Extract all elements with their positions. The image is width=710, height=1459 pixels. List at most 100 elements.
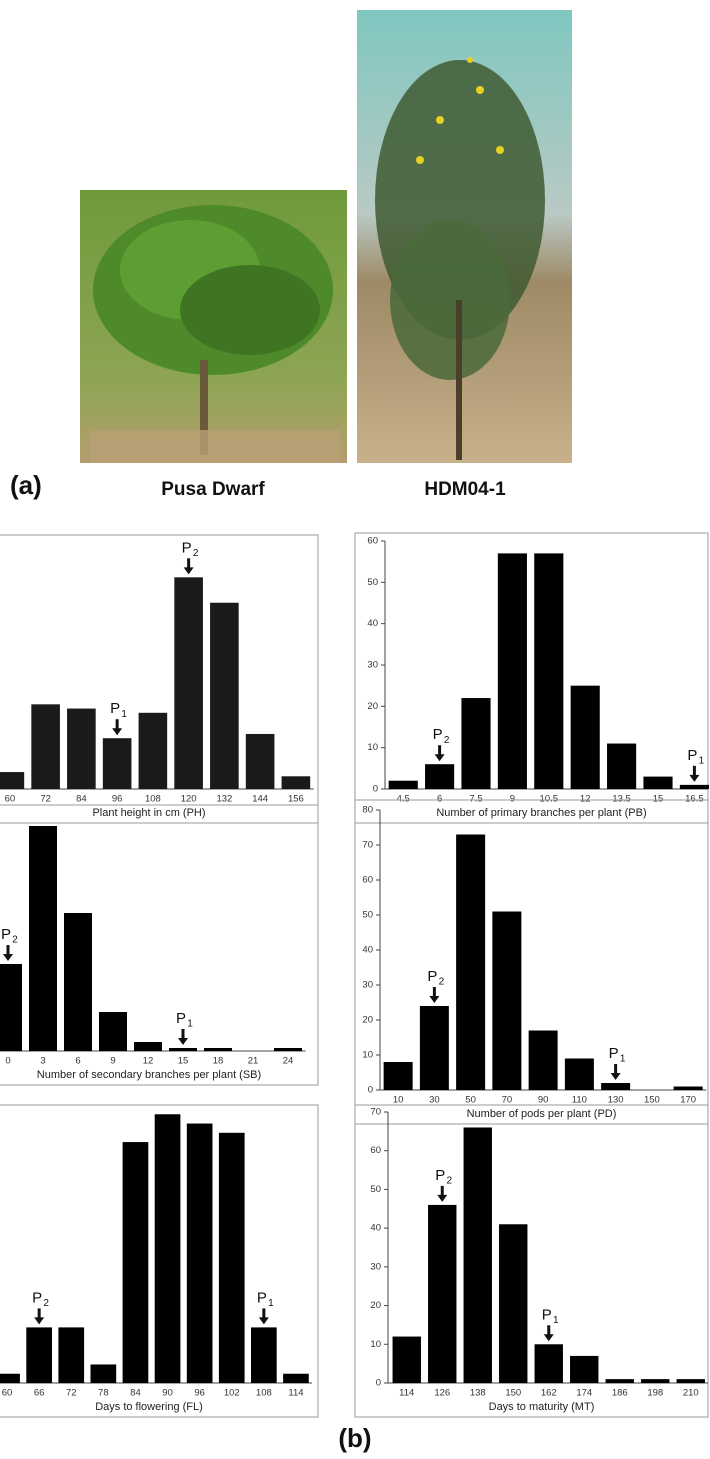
x-tick-label: 102 [224,1388,240,1399]
x-axis-label: Number of pods per plant (PD) [467,1108,617,1120]
y-tick-label: 0 [368,1085,373,1096]
x-tick-label: 9 [110,1056,115,1067]
bar [673,1086,703,1090]
annotation-arrowhead [258,1317,269,1325]
chart-frame [0,534,319,824]
chart-frame [0,1104,319,1418]
annotation-label: P [433,726,443,743]
y-tick-label: 40 [370,1223,381,1234]
y-tick-label: 10 [370,1339,381,1350]
bar [676,1379,705,1383]
bar [679,784,709,789]
annotation-arrowhead [34,1317,45,1325]
bar [274,1048,302,1051]
y-tick-label: 20 [362,1015,373,1026]
x-tick-label: 9 [510,794,515,805]
bar [99,1012,127,1051]
annotation-subscript: 1 [620,1054,626,1065]
y-tick-label: 20 [367,701,378,712]
y-tick-label: 30 [370,1261,381,1272]
x-tick-label: 120 [181,794,197,805]
bar [461,698,491,789]
bar [210,602,239,789]
x-tick-label: 60 [2,1388,13,1399]
y-tick-label: 0 [376,1378,381,1389]
annotation-subscript: 1 [187,1019,193,1030]
y-tick-label: 70 [370,1107,381,1118]
annotation-label: P [182,539,192,556]
bar [463,1127,492,1383]
bar [534,1344,563,1383]
bar [169,1048,197,1051]
x-tick-label: 90 [162,1388,173,1399]
bar [643,776,673,789]
x-tick-label: 72 [40,794,51,805]
bar [499,1224,528,1383]
bar [570,685,600,789]
y-tick-label: 70 [362,840,373,851]
bar [281,776,311,789]
x-tick-label: 50 [465,1095,476,1106]
y-tick-label: 80 [362,805,373,816]
annotation-label: P [32,1289,42,1306]
y-tick-label: 50 [362,910,373,921]
chart-frame [354,532,709,824]
x-tick-label: 144 [252,794,268,805]
bar [154,1114,181,1383]
x-tick-label: 10 [393,1095,404,1106]
annotation-subscript: 2 [444,735,450,746]
x-axis-label: Days to flowering (FL) [95,1401,203,1413]
x-tick-label: 18 [213,1056,224,1067]
x-tick-label: 210 [683,1388,699,1399]
y-tick-label: 60 [362,875,373,886]
annotation-subscript: 2 [43,1298,49,1309]
x-tick-label: 16.5 [685,794,704,805]
bar [245,733,275,789]
x-tick-label: 130 [608,1095,624,1106]
bar [392,1336,421,1383]
x-tick-label: 174 [576,1388,592,1399]
bar [456,834,486,1090]
x-tick-label: 150 [644,1095,660,1106]
bar [428,1204,457,1383]
annotation-label: P [176,1010,186,1027]
bar [138,712,168,789]
photo-caption: Pusa Dwarf [161,479,265,500]
x-tick-label: 198 [647,1388,663,1399]
x-tick-label: 78 [98,1388,109,1399]
x-axis-label: Days to maturity (MT) [489,1401,595,1413]
photo-pusa-dwarf [80,190,347,463]
bar [122,1142,149,1383]
bar [528,1030,558,1090]
x-tick-label: 114 [288,1388,303,1399]
photo-caption: HDM04-1 [424,479,506,500]
x-tick-label: 84 [130,1388,141,1399]
bar [64,913,92,1051]
annotation-subscript: 2 [193,548,199,559]
bar [174,577,203,789]
annotation-arrowhead [543,1334,554,1342]
bar [607,743,637,789]
x-tick-label: 72 [66,1388,77,1399]
x-tick-label: 30 [429,1095,440,1106]
x-tick-label: 6 [437,794,442,805]
bar [0,772,25,789]
annotation-label: P [609,1045,619,1062]
x-tick-label: 84 [76,794,87,805]
y-tick-label: 20 [370,1300,381,1311]
bar [492,911,522,1090]
y-tick-label: 50 [370,1184,381,1195]
x-tick-label: 6 [75,1056,80,1067]
annotation-label: P [542,1306,552,1323]
x-tick-label: 12 [580,794,591,805]
x-tick-label: 108 [145,794,161,805]
annotation-arrowhead [183,567,194,575]
bar [102,738,132,789]
annotation-arrowhead [437,1194,448,1202]
annotation-arrowhead [429,996,440,1003]
bar [58,1327,85,1383]
x-tick-label: 66 [34,1388,45,1399]
annotation-subscript: 1 [699,756,705,767]
annotation-arrowhead [112,728,123,736]
x-tick-label: 162 [541,1388,557,1399]
